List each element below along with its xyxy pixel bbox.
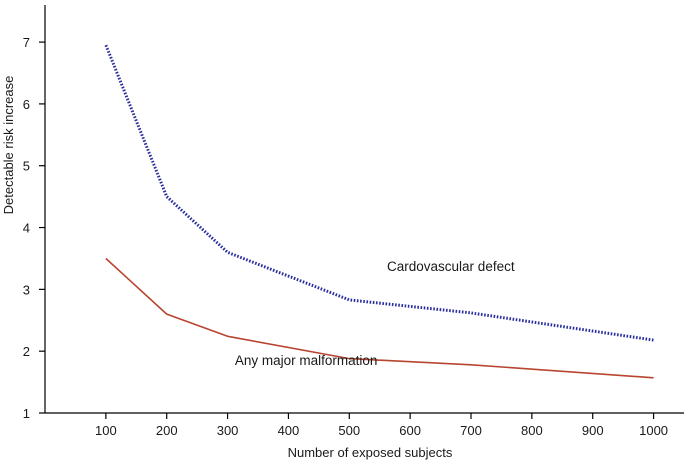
series-layer bbox=[104, 44, 654, 379]
y-tick-label: 7 bbox=[23, 35, 30, 50]
y-tick-label: 5 bbox=[23, 159, 30, 174]
x-tick-label: 500 bbox=[338, 423, 360, 438]
chart-axes: 100 200 300 400 500 600 700 800 900 1000 1 2 3 4 5 6 7 bbox=[23, 5, 684, 438]
y-tick-label: 3 bbox=[23, 282, 30, 297]
x-tick-label: 300 bbox=[217, 423, 239, 438]
x-tick-label: 800 bbox=[521, 423, 543, 438]
series-line-any-major-malformation bbox=[105, 257, 654, 379]
series-annotation-label: Cardovascular defect bbox=[387, 259, 515, 274]
x-tick-label: 900 bbox=[582, 423, 604, 438]
series-annotation-label: Any major malformation bbox=[235, 353, 378, 368]
x-tick-label: 200 bbox=[156, 423, 178, 438]
x-tick-label: 600 bbox=[399, 423, 421, 438]
y-tick-label: 6 bbox=[23, 97, 30, 112]
y-axis-title: Detectable risk increase bbox=[1, 76, 16, 215]
x-tick-label: 100 bbox=[95, 423, 117, 438]
x-tick-label: 400 bbox=[278, 423, 300, 438]
y-axis-ticks: 1 2 3 4 5 6 7 bbox=[23, 35, 45, 421]
x-axis-ticks: 100 200 300 400 500 600 700 800 900 1000 bbox=[95, 413, 668, 438]
y-tick-label: 2 bbox=[23, 344, 30, 359]
x-tick-label: 1000 bbox=[639, 423, 668, 438]
x-tick-label: 700 bbox=[460, 423, 482, 438]
series-line-cardiovascular-defect bbox=[104, 44, 654, 342]
y-tick-label: 4 bbox=[23, 221, 30, 236]
annotation-layer: Cardovascular defect Any major malformati… bbox=[235, 259, 515, 368]
y-tick-label: 1 bbox=[23, 406, 30, 421]
x-axis-title: Number of exposed subjects bbox=[288, 445, 453, 460]
